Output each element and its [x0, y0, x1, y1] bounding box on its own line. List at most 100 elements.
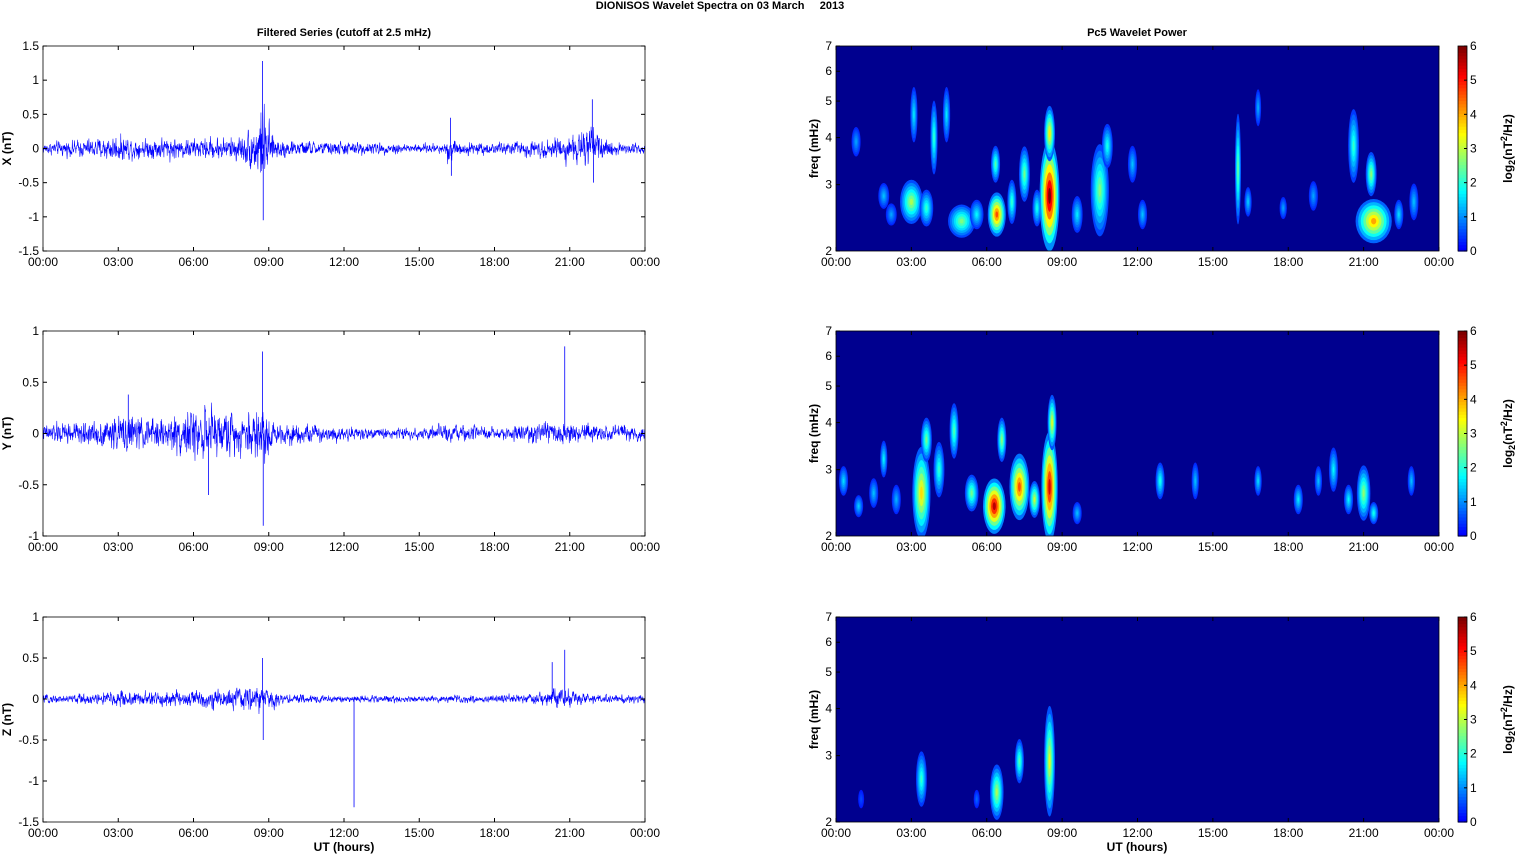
wavelet-power-layer — [851, 87, 1419, 251]
wavelet-xtick-label: 00:00 — [821, 826, 851, 840]
colorbar-tick-label: 3 — [1470, 142, 1477, 156]
wavelet-power-blob — [1014, 739, 1024, 784]
wavelet-power-blob — [1293, 484, 1303, 515]
wavelet-ytick-label: 2 — [825, 529, 832, 543]
series-ytick-label: -1.5 — [18, 244, 39, 258]
wavelet-ytick-label: 5 — [825, 665, 832, 679]
wavelet-ytick-label: 6 — [825, 635, 832, 649]
wavelet-power-blob — [1308, 181, 1318, 211]
wavelet-xtick-label: 09:00 — [1047, 255, 1077, 269]
colorbar: 0 1 2 3 4 5 6 log2(nT2/Hz) — [1457, 324, 1517, 543]
wavelet-power-blob — [839, 466, 849, 496]
y-component-wavelet-panel: 2 3 4 5 6 7 00:00 03:00 06:00 09:00 12:00 15:00 18:0… — [807, 324, 1517, 554]
wavelet-power-blob — [1409, 183, 1419, 221]
wavelet-power-blob — [1369, 502, 1379, 525]
series-ytick-label: 1 — [32, 610, 39, 624]
colorbar-label: log2(nT2/Hz) — [1499, 685, 1517, 754]
series-ytick-label: -0.5 — [18, 478, 39, 492]
wavelet-power-blob — [1355, 199, 1392, 244]
wavelet-ytick-label: 6 — [825, 64, 832, 78]
series-ytick-label: -1 — [28, 774, 39, 788]
wavelet-power-layer — [839, 394, 1415, 536]
series-xtick-label: 00:00 — [28, 255, 58, 269]
wavelet-ylabel: freq (mHz) — [807, 690, 821, 749]
series-xtick-label: 03:00 — [103, 540, 133, 554]
wavelet-power-blob — [1254, 466, 1262, 496]
wavelet-power-blob — [969, 199, 984, 230]
colorbar-tick-label: 1 — [1470, 495, 1477, 509]
series-trace — [43, 402, 645, 464]
wavelet-ytick-label: 5 — [825, 379, 832, 393]
wavelet-power-blob — [942, 87, 951, 143]
series-xtick-label: 00:00 — [28, 540, 58, 554]
wavelet-power-blob — [991, 145, 1001, 183]
series-xtick-label: 09:00 — [254, 826, 284, 840]
wavelet-power-blob — [1394, 199, 1404, 230]
wavelet-power-blob — [1090, 144, 1109, 237]
figure-title: DIONISOS Wavelet Spectra on 03 March 201… — [596, 0, 844, 12]
wavelet-power-blob — [1044, 105, 1055, 162]
wavelet-power-blob — [1191, 462, 1199, 500]
wavelet-power-blob — [912, 446, 931, 536]
wavelet-ytick-label: 3 — [825, 749, 832, 763]
wavelet-ytick-label: 5 — [825, 94, 832, 108]
wavelet-xtick-label: 06:00 — [972, 540, 1002, 554]
series-ylabel: Z (nT) — [0, 703, 14, 736]
colorbar-tick-label: 1 — [1470, 210, 1477, 224]
wavelet-power-blob — [1314, 466, 1323, 496]
series-xtick-label: 03:00 — [103, 826, 133, 840]
wavelet-ytick-label: 2 — [825, 815, 832, 829]
colorbar-tick-label: 0 — [1470, 244, 1477, 258]
wavelet-power-blob — [878, 183, 890, 209]
wavelet-xtick-label: 00:00 — [1424, 255, 1454, 269]
wavelet-xtick-label: 15:00 — [1198, 826, 1228, 840]
wavelet-power-blob — [1328, 447, 1338, 492]
wavelet-xtick-label: 00:00 — [821, 540, 851, 554]
series-xtick-label: 00:00 — [630, 255, 660, 269]
wavelet-plot-area — [836, 331, 1439, 536]
series-ylabel: Y (nT) — [0, 417, 14, 451]
series-ytick-label: 0 — [32, 142, 39, 156]
wavelet-xtick-label: 18:00 — [1273, 255, 1303, 269]
series-trace — [43, 687, 645, 714]
wavelet-power-blob — [1007, 179, 1017, 225]
colorbar-tick-label: 2 — [1470, 461, 1477, 475]
x-component-wavelet-panel: 2 3 4 5 6 7 00:00 03:00 06:00 09:00 12:00 15:00 18:0… — [807, 39, 1517, 269]
colorbar-tick-label: 4 — [1470, 392, 1477, 406]
series-xtick-label: 06:00 — [178, 540, 208, 554]
wavelet-power-blob — [1101, 123, 1113, 169]
wavelet-ytick-label: 3 — [825, 463, 832, 477]
wavelet-xtick-label: 09:00 — [1047, 540, 1077, 554]
wavelet-power-blob — [880, 440, 888, 478]
right-xlabel: UT (hours) — [1107, 840, 1168, 854]
wavelet-power-blob — [1138, 199, 1148, 230]
series-ytick-label: 0.5 — [22, 375, 39, 389]
wavelet-power-blob — [1255, 89, 1262, 127]
colorbar-tick-label: 1 — [1470, 781, 1477, 795]
wavelet-power-blob — [987, 192, 1006, 237]
wavelet-power-blob — [1072, 502, 1082, 525]
wavelet-power-blob — [1344, 484, 1354, 515]
wavelet-power-blob — [1071, 196, 1083, 233]
wavelet-xtick-label: 18:00 — [1273, 540, 1303, 554]
wavelet-power-blob — [854, 495, 864, 518]
series-ytick-label: 0.5 — [22, 107, 39, 121]
wavelet-ytick-label: 4 — [825, 131, 832, 145]
series-xtick-label: 00:00 — [630, 826, 660, 840]
series-ytick-label: -1.5 — [18, 815, 39, 829]
wavelet-xtick-label: 12:00 — [1122, 540, 1152, 554]
wavelet-xtick-label: 00:00 — [821, 255, 851, 269]
wavelet-power-blob — [1009, 453, 1030, 521]
wavelet-power-blob — [982, 478, 1006, 534]
series-xtick-label: 00:00 — [630, 540, 660, 554]
wavelet-xtick-label: 21:00 — [1349, 540, 1379, 554]
series-ylabel: X (nT) — [0, 132, 14, 166]
series-xtick-label: 15:00 — [404, 540, 434, 554]
colorbar-tick-label: 6 — [1470, 610, 1477, 624]
wavelet-power-blob — [910, 87, 918, 143]
colorbar: 0 1 2 3 4 5 6 log2(nT2/Hz) — [1457, 39, 1517, 258]
wavelet-ytick-label: 7 — [825, 39, 832, 53]
wavelet-power-blob — [1155, 462, 1165, 500]
wavelet-xtick-label: 00:00 — [1424, 826, 1454, 840]
